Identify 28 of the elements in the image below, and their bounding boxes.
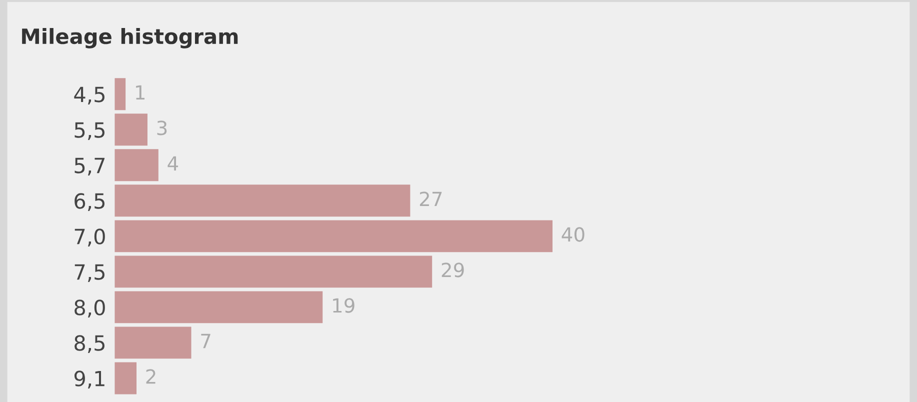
- data-label: 7: [201, 334, 210, 348]
- y-tick-label: 8,5: [74, 335, 104, 354]
- data-label: 3: [157, 120, 167, 136]
- y-tick-label: 5,5: [74, 122, 104, 140]
- bar: [114, 149, 158, 182]
- bar: [114, 184, 410, 217]
- data-label: 4: [168, 156, 178, 171]
- y-tick-label: 9,1: [74, 370, 104, 389]
- bar: [114, 220, 553, 252]
- bar: [114, 256, 432, 288]
- y-tick-label: 7,5: [74, 264, 104, 282]
- y-tick-label: 7,0: [74, 228, 105, 247]
- data-label: 29: [442, 262, 464, 278]
- y-tick-label: 8,0: [74, 300, 105, 318]
- bar: [114, 78, 126, 110]
- y-tick-label: 4,5: [74, 86, 104, 104]
- bar: [114, 291, 323, 324]
- bar: [114, 326, 192, 359]
- data-label: 40: [562, 227, 584, 242]
- data-label: 1: [136, 85, 144, 100]
- y-tick-label: 5,7: [74, 158, 105, 176]
- data-label: 27: [420, 192, 442, 206]
- bar: [114, 114, 148, 146]
- bar: [114, 362, 137, 394]
- data-label: 2: [146, 369, 156, 384]
- y-tick-label: 6,5: [74, 193, 104, 211]
- data-label: 19: [333, 298, 354, 313]
- chart-title: Mileage histogram: [22, 28, 238, 48]
